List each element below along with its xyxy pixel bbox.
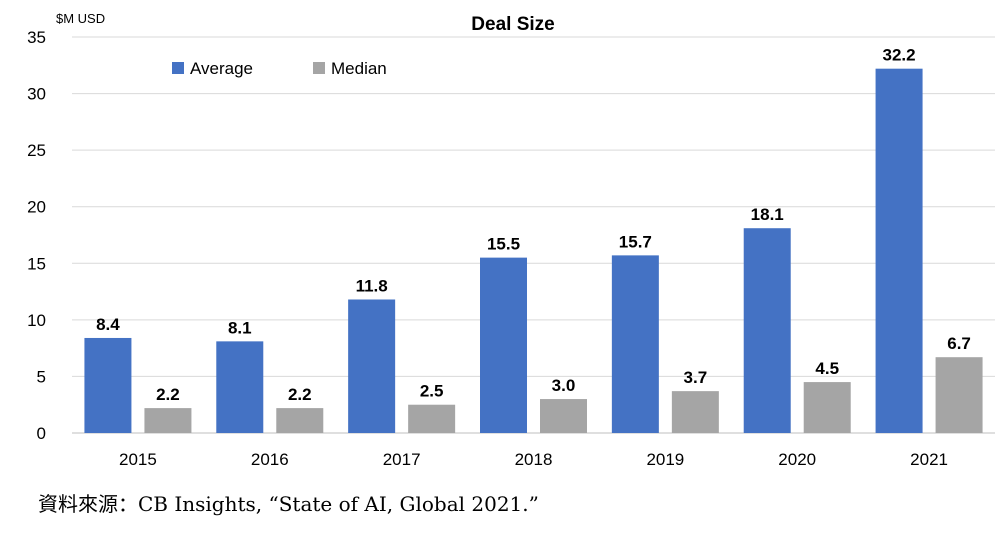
y-tick-label: 5 bbox=[37, 367, 46, 386]
y-tick-label: 10 bbox=[27, 311, 46, 330]
bar-average-2019 bbox=[611, 255, 659, 433]
data-label: 3.0 bbox=[552, 376, 576, 395]
bar-median-2016 bbox=[276, 408, 324, 433]
gridlines bbox=[72, 36, 995, 434]
data-label: 2.5 bbox=[420, 382, 444, 401]
x-tick-label: 2021 bbox=[910, 450, 948, 469]
chart-title: Deal Size bbox=[471, 14, 554, 35]
bar-average-2021 bbox=[875, 68, 923, 434]
legend-label-median: Median bbox=[331, 59, 387, 78]
y-tick-label: 20 bbox=[27, 198, 46, 217]
x-axis-ticks: 2015 2016 2017 2018 2019 2020 2021 bbox=[119, 450, 948, 469]
bar-median-2018 bbox=[540, 399, 587, 433]
data-label: 18.1 bbox=[751, 205, 784, 224]
y-axis-unit-label: $M USD bbox=[56, 11, 105, 26]
data-label: 32.2 bbox=[883, 46, 916, 65]
deal-size-chart: 0 5 10 15 20 25 30 35 8.4 2.2 8.1 2.2 11.8 2.5 15.5 3.… bbox=[27, 11, 995, 469]
x-tick-label: 2018 bbox=[515, 450, 553, 469]
bar-median-2019 bbox=[671, 391, 719, 433]
bar-median-2015 bbox=[144, 408, 192, 433]
y-tick-label: 35 bbox=[27, 28, 46, 47]
y-tick-label: 15 bbox=[27, 254, 46, 273]
data-label: 8.4 bbox=[96, 315, 120, 334]
bar-median-2017 bbox=[408, 404, 456, 433]
bar-average-2016 bbox=[216, 341, 264, 433]
legend-swatch-average bbox=[172, 62, 184, 74]
data-label: 2.2 bbox=[156, 385, 180, 404]
data-label: 15.7 bbox=[619, 232, 652, 251]
source-note: 資料來源：CB Insights, “State of AI, Global 2… bbox=[38, 492, 539, 516]
x-tick-label: 2015 bbox=[119, 450, 157, 469]
y-tick-label: 30 bbox=[27, 85, 46, 104]
x-tick-label: 2020 bbox=[778, 450, 816, 469]
legend-swatch-median bbox=[313, 62, 325, 74]
data-labels: 8.4 2.2 8.1 2.2 11.8 2.5 15.5 3.0 15.7 3.7 18.1 4.5… bbox=[96, 46, 971, 404]
y-axis-ticks: 0 5 10 15 20 25 30 35 bbox=[27, 28, 46, 443]
data-label: 6.7 bbox=[947, 334, 971, 353]
x-tick-label: 2017 bbox=[383, 450, 421, 469]
y-tick-label: 25 bbox=[27, 141, 46, 160]
y-tick-label: 0 bbox=[37, 424, 46, 443]
x-tick-label: 2019 bbox=[646, 450, 684, 469]
x-tick-label: 2016 bbox=[251, 450, 289, 469]
bars bbox=[84, 68, 983, 434]
bar-average-2017 bbox=[348, 299, 396, 433]
bar-average-2015 bbox=[84, 337, 132, 433]
bar-average-2018 bbox=[480, 257, 527, 433]
data-label: 8.1 bbox=[228, 318, 252, 337]
bar-median-2020 bbox=[803, 382, 851, 433]
bar-average-2020 bbox=[743, 228, 791, 433]
data-label: 15.5 bbox=[487, 235, 520, 254]
legend-label-average: Average bbox=[190, 59, 253, 78]
data-label: 2.2 bbox=[288, 385, 312, 404]
data-label: 3.7 bbox=[684, 368, 708, 387]
data-label: 4.5 bbox=[815, 359, 839, 378]
data-label: 11.8 bbox=[356, 276, 388, 295]
legend: Average Median bbox=[172, 59, 387, 78]
bar-median-2021 bbox=[935, 357, 983, 433]
